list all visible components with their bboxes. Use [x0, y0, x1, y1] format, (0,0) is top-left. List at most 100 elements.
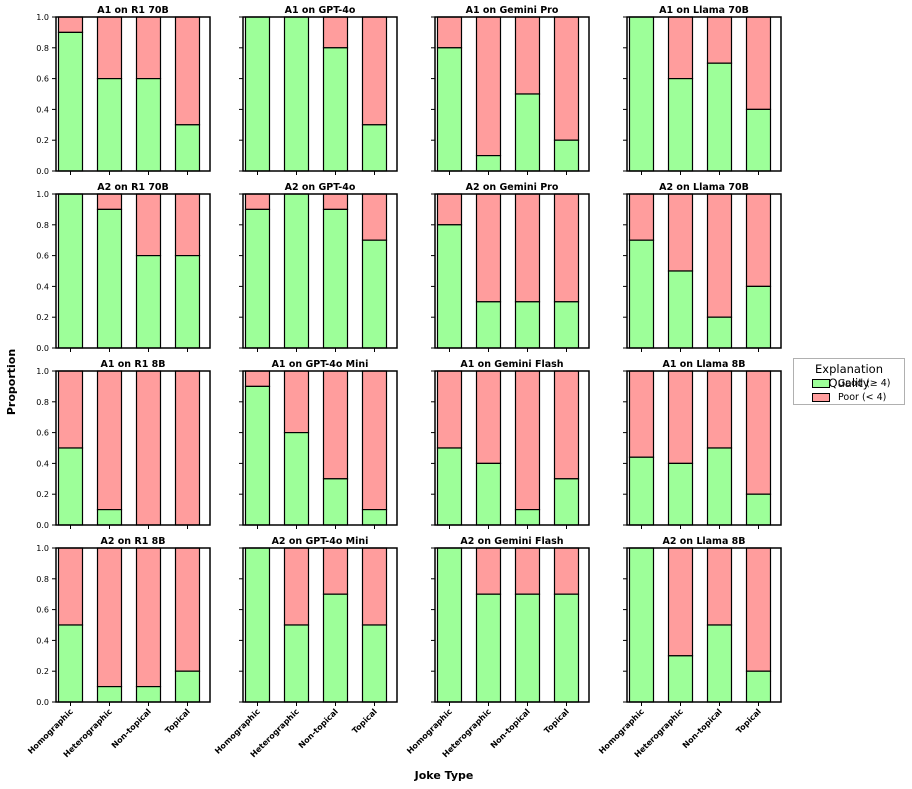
subplot-title: A1 on Llama 70B	[659, 5, 749, 16]
y-tick-label: 0.2	[36, 490, 49, 499]
subplot-title: A1 on R1 70B	[97, 5, 169, 16]
subplot-frame	[55, 370, 211, 526]
y-tick-label: 1.0	[36, 544, 49, 553]
y-tick-label: 0.2	[36, 136, 49, 145]
legend-title: Explanation Quality	[815, 362, 883, 390]
y-tick-label: 0.4	[36, 105, 49, 114]
bar-good	[436, 224, 463, 349]
bar-poor	[361, 16, 388, 126]
subplot-title: A2 on Gemini Flash	[460, 536, 563, 547]
bar-good	[322, 593, 349, 703]
bar-poor	[174, 193, 201, 257]
bar-poor	[667, 547, 694, 657]
bar-poor	[361, 370, 388, 511]
bar-good	[475, 301, 502, 349]
subplot-frame	[434, 370, 590, 526]
bar-poor	[475, 193, 502, 303]
bar-good	[244, 208, 271, 349]
bar-poor	[475, 370, 502, 465]
subplot-frame	[434, 16, 590, 172]
bar-good	[553, 593, 580, 703]
figure-xlabel: Joke Type	[414, 769, 474, 782]
x-tick-label: Non-topical	[110, 707, 153, 750]
bar-good	[475, 155, 502, 172]
bar-poor	[57, 547, 84, 626]
bar-poor	[745, 16, 772, 111]
bar-poor	[135, 16, 162, 80]
x-tick-label: Non-topical	[681, 707, 724, 750]
x-tick-label: Topical	[542, 707, 571, 736]
bar-good	[553, 139, 580, 172]
subplot: A2 on Gemini FlashHomographicHeterograph…	[405, 536, 590, 759]
bar-poor	[553, 547, 580, 595]
bar-poor	[475, 16, 502, 157]
subplot: A1 on R1 8B 0.0 0.2 0.4 0.6 0.8 1.0	[36, 359, 211, 530]
y-tick-label: 0.6	[36, 75, 49, 84]
bar-poor	[667, 370, 694, 465]
bar-poor	[514, 193, 541, 303]
legend-item-poor: Poor (< 4)	[812, 391, 886, 403]
bar-good	[745, 493, 772, 526]
y-tick-label: 0.4	[36, 636, 49, 645]
subplot: A2 on Llama 8BHomographicHeterographicNo…	[597, 536, 782, 759]
bar-poor	[96, 547, 123, 688]
bar-good	[706, 624, 733, 703]
y-tick-label: 0.4	[36, 282, 49, 291]
subplot: A2 on GPT-4o	[239, 182, 398, 352]
subplot-frame	[626, 193, 782, 349]
legend-swatch-poor	[812, 392, 830, 402]
legend-item-good: Good (≥ 4)	[812, 377, 890, 389]
subplot: A1 on GPT-4o	[239, 5, 398, 175]
subplot-frame	[626, 370, 782, 526]
x-tick-label: Topical	[734, 707, 763, 736]
bar-good	[244, 385, 271, 526]
bar-poor	[57, 370, 84, 449]
bar-good	[96, 685, 123, 703]
bar-poor	[96, 16, 123, 80]
x-tick-label: Non-topical	[297, 707, 340, 750]
bar-poor	[667, 193, 694, 272]
y-tick-label: 1.0	[36, 367, 49, 376]
bar-poor	[553, 193, 580, 303]
bar-poor	[628, 370, 655, 458]
bar-poor	[135, 370, 162, 526]
bar-poor	[745, 547, 772, 672]
bar-poor	[283, 370, 310, 434]
bar-good	[553, 478, 580, 526]
bar-good	[706, 316, 733, 349]
bar-poor	[283, 547, 310, 626]
subplot-frame	[434, 193, 590, 349]
bar-poor	[706, 547, 733, 626]
bar-good	[283, 432, 310, 526]
bar-good	[244, 547, 271, 703]
legend-swatch-good	[812, 378, 830, 388]
bar-good	[667, 655, 694, 703]
y-tick-label: 0.2	[36, 667, 49, 676]
bar-good	[361, 624, 388, 703]
bar-poor	[244, 193, 271, 210]
bar-good	[322, 208, 349, 349]
subplot: A2 on Llama 70B	[623, 182, 782, 352]
y-tick-label: 0.4	[36, 459, 49, 468]
bar-poor	[514, 547, 541, 595]
bar-poor	[706, 370, 733, 449]
bar-good	[283, 193, 310, 349]
bar-good	[475, 593, 502, 703]
legend-label-good: Good (≥ 4)	[838, 377, 891, 389]
bar-good	[135, 77, 162, 172]
bar-good	[174, 255, 201, 349]
bar-poor	[514, 370, 541, 511]
subplot-frame	[55, 547, 211, 703]
bar-good	[244, 16, 271, 172]
subplot-frame	[55, 16, 211, 172]
bar-good	[514, 593, 541, 703]
subplot-title: A1 on Llama 8B	[662, 359, 745, 370]
subplot: A1 on Gemini Pro	[431, 5, 590, 175]
bar-poor	[96, 370, 123, 511]
bar-good	[361, 509, 388, 526]
bar-good	[628, 547, 655, 703]
y-tick-label: 0.2	[36, 313, 49, 322]
bar-good	[514, 509, 541, 526]
bar-good	[361, 124, 388, 172]
